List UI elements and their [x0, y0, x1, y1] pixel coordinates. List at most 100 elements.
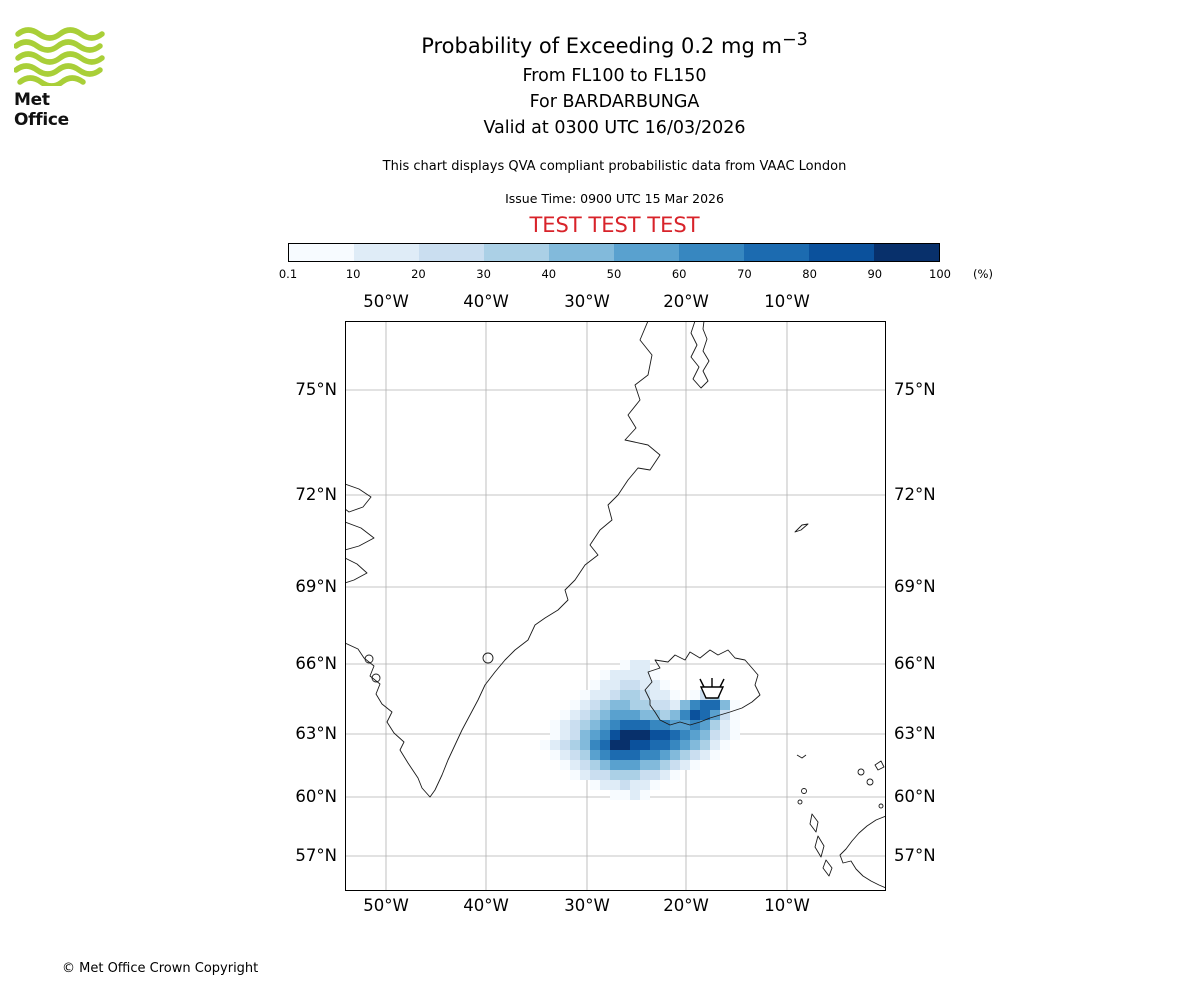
lon-label: 30°W: [564, 896, 610, 915]
plume-cell: [710, 740, 720, 750]
lat-label: 57°N: [295, 846, 337, 865]
lat-label: 66°N: [894, 654, 936, 673]
plume-cell: [660, 710, 670, 720]
plume-cell: [630, 750, 640, 760]
plume-cell: [600, 710, 610, 720]
lon-label: 10°W: [764, 896, 810, 915]
colorbar-segment-1: [354, 244, 419, 261]
coastline-islet3: [797, 799, 803, 805]
plume-cell: [730, 720, 740, 730]
plume-cell: [620, 760, 630, 770]
map-frame: [344, 320, 887, 891]
colorbar-tick-label: 100: [929, 267, 951, 281]
plume-cell: [660, 700, 670, 710]
plume-cell: [610, 730, 620, 740]
plume-cell: [590, 710, 600, 720]
plume-cell: [570, 750, 580, 760]
colorbar-tick-label: 90: [867, 267, 883, 281]
plume-cell: [640, 660, 650, 670]
plume-cell: [570, 730, 580, 740]
colorbar-tick-label: 20: [411, 267, 426, 281]
colorbar-tick-label: 10: [345, 267, 361, 281]
probability-colorbar: [288, 243, 940, 262]
coastline-greenland-fjords: [344, 483, 375, 584]
plume-cell: [580, 740, 590, 750]
plume-cell: [580, 710, 590, 720]
plume-cell: [610, 710, 620, 720]
plume-cell: [690, 750, 700, 760]
colorbar-segment-5: [614, 244, 679, 261]
plume-cell: [670, 750, 680, 760]
lon-label: 20°W: [663, 896, 709, 915]
plume-cell: [610, 690, 620, 700]
issue-time: Issue Time: 0900 UTC 15 Mar 2026: [505, 191, 724, 206]
plume-cell: [720, 720, 730, 730]
plume-cell: [630, 660, 640, 670]
coastlines: [344, 320, 887, 889]
lon-label: 40°W: [463, 292, 509, 311]
colorbar-segment-7: [744, 244, 809, 261]
lat-label: 60°N: [894, 787, 936, 806]
plume-cell: [660, 740, 670, 750]
plume-cell: [610, 780, 620, 790]
lat-label: 66°N: [295, 654, 337, 673]
lon-label: 10°W: [764, 292, 810, 311]
coastline-orkney1: [857, 768, 865, 776]
ash-probability-plume: [540, 660, 740, 800]
plume-cell: [670, 730, 680, 740]
copyright-text: © Met Office Crown Copyright: [62, 961, 259, 976]
plume-cell: [580, 770, 590, 780]
plume-cell: [670, 770, 680, 780]
plume-cell: [580, 690, 590, 700]
test-banner: TEST TEST TEST: [529, 213, 700, 237]
colorbar-tick-label: 30: [476, 267, 491, 281]
plume-cell: [570, 710, 580, 720]
plume-cell: [700, 740, 710, 750]
plume-cell: [620, 750, 630, 760]
plume-cell: [660, 750, 670, 760]
plume-cell: [680, 740, 690, 750]
plume-cell: [730, 710, 740, 720]
plume-cell: [570, 740, 580, 750]
plume-cell: [550, 740, 560, 750]
plume-cell: [700, 750, 710, 760]
coastline-greenland-peninsula: [690, 320, 710, 389]
colorbar-tick-label: 70: [737, 267, 752, 281]
plume-cell: [680, 700, 690, 710]
plume-cell: [650, 780, 660, 790]
plume-cell: [620, 790, 630, 800]
plume-cell: [560, 750, 570, 760]
plume-cell: [620, 670, 630, 680]
plume-cell: [700, 720, 710, 730]
plume-cell: [630, 680, 640, 690]
colorbar-segment-9: [874, 244, 939, 261]
lat-label: 69°N: [295, 577, 337, 596]
plume-cell: [650, 730, 660, 740]
plume-cell: [630, 730, 640, 740]
colorbar-segment-6: [679, 244, 744, 261]
plume-cell: [630, 690, 640, 700]
plume-cell: [590, 720, 600, 730]
plume-cell: [600, 720, 610, 730]
plume-cell: [610, 670, 620, 680]
plume-cell: [650, 700, 660, 710]
plume-cell: [640, 720, 650, 730]
plume-cell: [640, 670, 650, 680]
plume-cell: [620, 700, 630, 710]
plume-cell: [600, 700, 610, 710]
plume-cell: [590, 690, 600, 700]
plume-cell: [660, 760, 670, 770]
plume-cell: [690, 740, 700, 750]
plume-cell: [720, 730, 730, 740]
coastline-greenland: [344, 320, 661, 798]
lat-label: 72°N: [894, 485, 936, 504]
plume-cell: [580, 720, 590, 730]
lon-label: 50°W: [363, 896, 409, 915]
plume-cell: [650, 750, 660, 760]
plume-cell: [630, 700, 640, 710]
plume-cell: [720, 700, 730, 710]
lat-label: 69°N: [894, 577, 936, 596]
lat-label: 75°N: [894, 380, 936, 399]
plume-cell: [680, 750, 690, 760]
plume-cell: [570, 760, 580, 770]
